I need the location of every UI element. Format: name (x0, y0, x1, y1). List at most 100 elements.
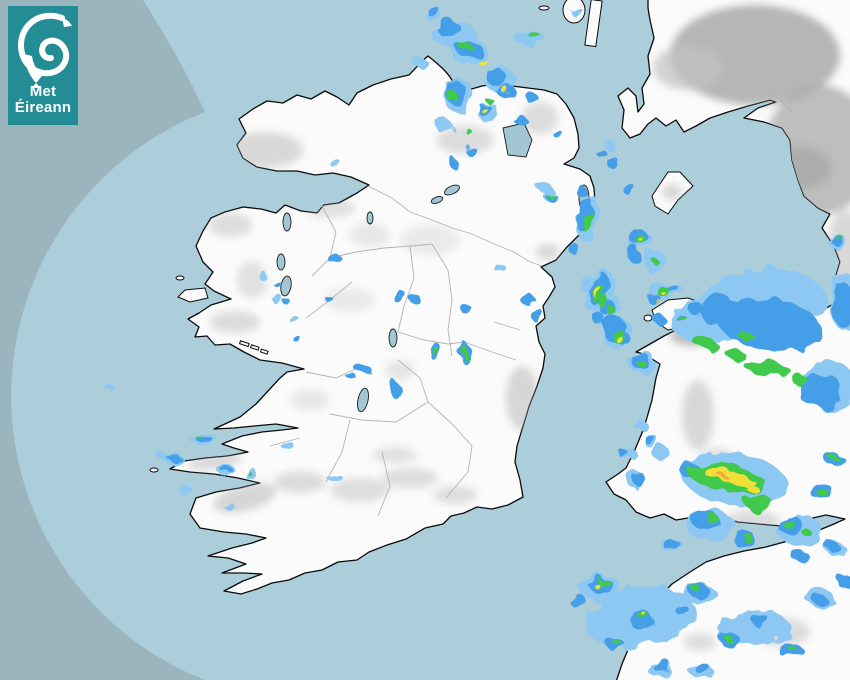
rain-cell-very_light (604, 142, 616, 150)
rain-cell-heavy (704, 467, 720, 477)
rain-cell-heavy (661, 291, 665, 295)
rain-cell-moderate (654, 260, 660, 266)
rain-cell-light (464, 146, 476, 154)
rain-cell-moderate (433, 347, 439, 357)
rain-cell-light (642, 434, 654, 442)
rain-cell-light (663, 540, 681, 550)
rain-cell-light (459, 304, 471, 312)
rain-cell-moderate (486, 98, 494, 104)
rain-cell-moderate (528, 30, 538, 38)
rain-cell-moderate (692, 336, 718, 350)
rain-cell-light (675, 605, 689, 615)
rain-cell-light (635, 472, 645, 488)
rain-cell-moderate (461, 345, 467, 359)
rain-cell-light (296, 339, 304, 345)
rain-cell-light (446, 79, 464, 105)
lake-lough-erne-upper (430, 196, 444, 204)
rain-cell-moderate (546, 191, 552, 197)
rain-cell-moderate (597, 293, 607, 307)
rain-cell-moderate (782, 519, 794, 527)
island-achill (177, 287, 209, 303)
rain-cell-moderate (583, 211, 593, 233)
rain-cell-very_light (179, 487, 193, 495)
rain-cell-moderate (837, 236, 843, 240)
rain-cell-moderate (598, 579, 612, 587)
lake-lough-conn (282, 212, 292, 232)
rain-cell-moderate (638, 613, 650, 621)
island-clare (175, 275, 185, 281)
rain-cell-heavy (595, 585, 601, 589)
island-aran-3 (259, 348, 269, 355)
logo-text-line2: Éireann (14, 98, 72, 116)
rain-cell-heavy (639, 238, 643, 242)
rain-cell-light (629, 246, 641, 264)
rain-cell-light (595, 148, 605, 156)
rain-cell-moderate (467, 130, 473, 136)
rain-cell-light (751, 614, 769, 626)
rain-cell-very_light (538, 183, 552, 193)
rain-cell-moderate (801, 529, 811, 535)
lake-lough-erne-lower (444, 184, 460, 196)
logo-text-line1: Met (29, 83, 57, 100)
rain-cell-moderate (693, 587, 703, 593)
lake-lough-ree (388, 328, 398, 348)
rain-cell-heavy (644, 614, 648, 618)
rain-cell-moderate (608, 307, 616, 317)
rain-cell-moderate (245, 470, 251, 474)
rain-cell-very_light (494, 264, 506, 272)
rain-cell-light (485, 70, 507, 84)
lake-lough-allen (366, 211, 374, 225)
rain-cell-very_light (272, 296, 284, 304)
rain-cell-light (284, 300, 292, 306)
rain-cell-light (569, 245, 581, 255)
rain-cell-light (607, 155, 617, 169)
rain-cell-very_light (568, 6, 582, 14)
rain-cell-light (838, 575, 850, 589)
county-boundaries (269, 61, 793, 517)
rain-cell-light (654, 316, 666, 324)
rain-cell-moderate (614, 640, 622, 646)
rain-layer (107, 5, 850, 677)
rain-cell-moderate (637, 359, 645, 367)
island-aran-1 (238, 340, 250, 348)
rain-cell-light (620, 451, 630, 459)
cyclone-spiral-icon (17, 12, 72, 88)
rain-cell-light (436, 20, 460, 36)
rain-cell-moderate (830, 455, 838, 461)
rain-cell-light (687, 302, 703, 314)
rain-cell-light (425, 5, 439, 15)
rain-cell-light (623, 185, 637, 195)
rain-cell-heavy (735, 478, 755, 486)
island-rathlin (538, 5, 550, 11)
rain-cell-light (700, 297, 744, 327)
lake-lough-derg (357, 387, 369, 413)
rain-cell-light (694, 663, 710, 673)
island-holy (643, 314, 653, 322)
rain-cell-moderate (448, 90, 456, 102)
rain-cell-light (273, 281, 281, 287)
island-blasket (149, 467, 159, 473)
rain-cell-light (568, 594, 586, 606)
rain-cell-light (410, 296, 422, 304)
rain-cell-heavy (592, 285, 600, 297)
met-eireann-logo: Met Éireann (8, 6, 78, 125)
rain-cell-heavy (480, 108, 488, 112)
rain-cell-light (523, 92, 537, 100)
lake-lough-corrib (280, 275, 292, 297)
rain-cell-light (813, 595, 827, 605)
rain-cell-moderate (788, 645, 796, 651)
rain-cell-moderate (460, 43, 472, 51)
rain-cell-light (594, 314, 606, 326)
rain-cell-very_light (329, 159, 341, 167)
rain-cell-light (825, 542, 839, 550)
rain-cell-very_light (413, 57, 427, 67)
rain-cell-moderate (196, 437, 204, 441)
rain-cell-very_light (107, 387, 117, 393)
rain-cell-light (791, 551, 809, 561)
rain-cell-very_light (436, 121, 454, 133)
rain-cell-intense (657, 300, 661, 304)
rain-cell-light (831, 283, 850, 327)
rain-cell-light (798, 372, 842, 408)
rain-cell-heavy (615, 334, 621, 342)
island-aran-2 (249, 344, 260, 351)
